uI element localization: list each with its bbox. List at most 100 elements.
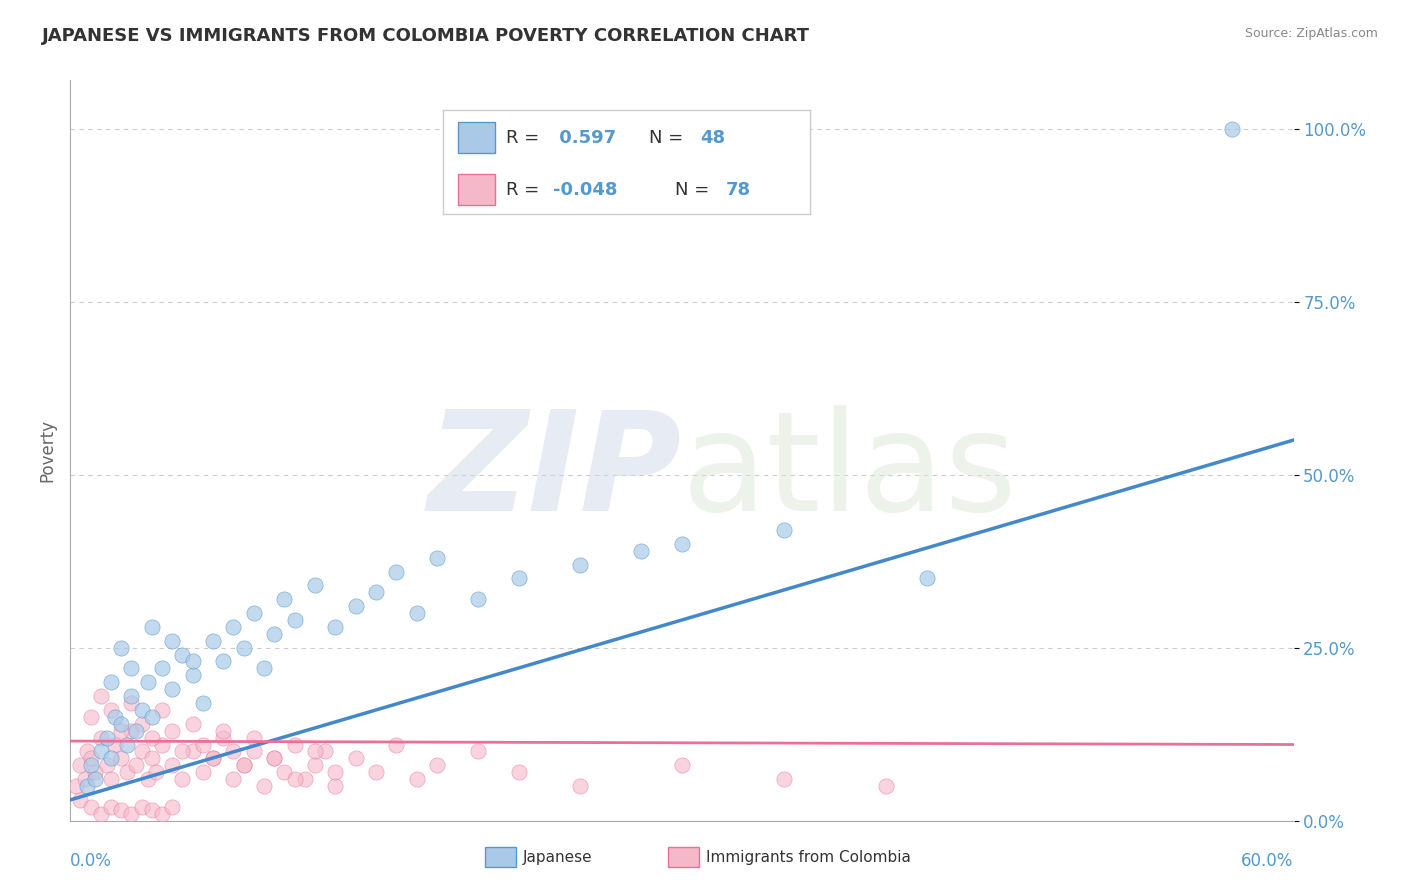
- Point: [232, 640, 254, 655]
- Point: [100, 772, 122, 786]
- Text: atlas: atlas: [682, 405, 1018, 541]
- Point: [467, 744, 489, 758]
- Point: [162, 633, 183, 648]
- Point: [79, 758, 103, 772]
- Point: [366, 765, 388, 780]
- Text: Source: ZipAtlas.com: Source: ZipAtlas.com: [1244, 27, 1378, 40]
- Point: [385, 738, 408, 752]
- Point: [304, 758, 326, 772]
- Point: [162, 758, 183, 772]
- Point: [150, 661, 173, 675]
- Point: [79, 710, 103, 724]
- Point: [284, 772, 307, 786]
- Point: [100, 675, 122, 690]
- Point: [100, 703, 122, 717]
- Point: [104, 738, 127, 752]
- Point: [181, 716, 204, 731]
- Point: [110, 640, 132, 655]
- Point: [202, 751, 225, 765]
- Point: [181, 744, 204, 758]
- Point: [568, 558, 592, 572]
- Point: [915, 572, 938, 586]
- Point: [294, 772, 316, 786]
- Point: [630, 543, 652, 558]
- Point: [508, 765, 530, 780]
- Point: [508, 572, 530, 586]
- Point: [671, 537, 693, 551]
- Point: [191, 696, 214, 710]
- Point: [467, 592, 489, 607]
- Point: [323, 620, 347, 634]
- Point: [104, 710, 127, 724]
- Y-axis label: Poverty: Poverty: [38, 419, 56, 482]
- Point: [90, 689, 112, 703]
- Text: JAPANESE VS IMMIGRANTS FROM COLOMBIA POVERTY CORRELATION CHART: JAPANESE VS IMMIGRANTS FROM COLOMBIA POV…: [42, 27, 810, 45]
- Point: [124, 758, 146, 772]
- Point: [150, 806, 173, 821]
- Point: [131, 799, 153, 814]
- Text: Immigrants from Colombia: Immigrants from Colombia: [706, 850, 911, 864]
- Point: [69, 793, 91, 807]
- Point: [162, 799, 183, 814]
- Point: [121, 689, 143, 703]
- Point: [344, 751, 367, 765]
- Point: [671, 758, 693, 772]
- Point: [284, 738, 307, 752]
- Point: [131, 703, 153, 717]
- Point: [124, 723, 146, 738]
- Point: [141, 710, 163, 724]
- Point: [191, 738, 214, 752]
- Point: [366, 585, 388, 599]
- Point: [212, 723, 235, 738]
- Point: [284, 613, 307, 627]
- Point: [141, 803, 163, 817]
- Point: [141, 620, 163, 634]
- Point: [76, 744, 98, 758]
- Point: [150, 703, 173, 717]
- Point: [121, 806, 143, 821]
- Point: [121, 661, 143, 675]
- Point: [568, 779, 592, 793]
- Point: [110, 751, 132, 765]
- Point: [273, 592, 295, 607]
- Point: [150, 738, 173, 752]
- Point: [131, 716, 153, 731]
- Point: [202, 633, 225, 648]
- Point: [212, 655, 235, 669]
- Point: [222, 772, 245, 786]
- Point: [181, 668, 204, 682]
- Point: [273, 765, 295, 780]
- Point: [385, 565, 408, 579]
- Point: [1220, 121, 1243, 136]
- Point: [76, 779, 98, 793]
- Point: [117, 738, 139, 752]
- Point: [212, 731, 235, 745]
- Point: [90, 731, 112, 745]
- Point: [222, 620, 245, 634]
- Point: [243, 606, 266, 620]
- Point: [314, 744, 336, 758]
- Point: [232, 758, 254, 772]
- Point: [69, 758, 91, 772]
- Point: [253, 779, 276, 793]
- Point: [426, 758, 449, 772]
- Point: [162, 723, 183, 738]
- Point: [304, 578, 326, 592]
- Point: [263, 627, 285, 641]
- Point: [117, 765, 139, 780]
- Point: [243, 744, 266, 758]
- Point: [773, 772, 796, 786]
- Point: [90, 806, 112, 821]
- Point: [181, 655, 204, 669]
- Point: [773, 523, 796, 537]
- Point: [141, 751, 163, 765]
- Point: [100, 751, 122, 765]
- Point: [344, 599, 367, 614]
- Point: [145, 765, 167, 780]
- Text: ZIP: ZIP: [427, 405, 682, 541]
- Point: [141, 731, 163, 745]
- Text: 0.0%: 0.0%: [70, 852, 112, 870]
- Point: [121, 723, 143, 738]
- Point: [162, 682, 183, 697]
- Point: [222, 744, 245, 758]
